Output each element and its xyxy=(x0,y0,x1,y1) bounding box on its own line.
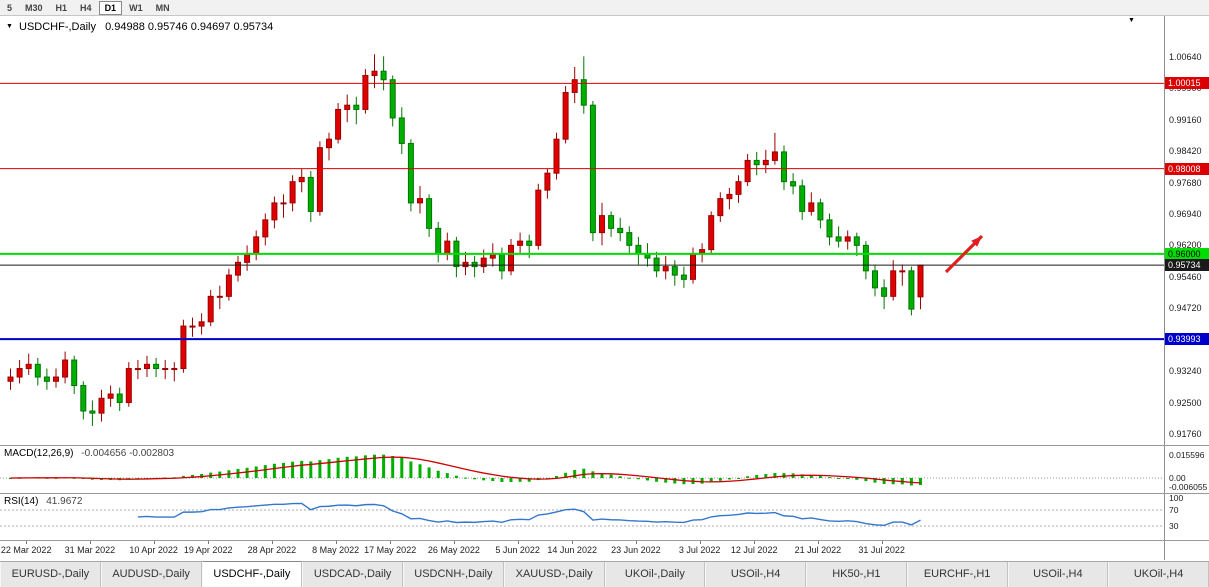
date-axis-tick xyxy=(453,541,455,544)
chart-tab-usdchf-daily[interactable]: USDCHF-,Daily xyxy=(201,561,303,587)
date-axis-label: 26 May 2022 xyxy=(427,545,480,555)
chart-tab-usdcnh-daily[interactable]: USDCNH-,Daily xyxy=(403,562,504,587)
chart-tab-usdcad-daily[interactable]: USDCAD-,Daily xyxy=(302,562,403,587)
panel-divider[interactable] xyxy=(0,445,1209,446)
date-axis-label: 22 Mar 2022 xyxy=(0,545,52,555)
date-axis-tick xyxy=(89,541,91,544)
timeframe-button-m30[interactable]: M30 xyxy=(25,2,43,13)
price-axis-tick: 0.96200 xyxy=(1169,240,1202,251)
panel-divider xyxy=(0,540,1209,541)
date-axis-label: 5 Jun 2022 xyxy=(495,545,540,555)
chart-tab-eurusd-daily[interactable]: EURUSD-,Daily xyxy=(0,562,101,587)
date-axis-tick xyxy=(881,541,883,544)
price-axis-tick: 0.92500 xyxy=(1169,397,1202,408)
price-label-resistance: 1.00015 xyxy=(1165,77,1209,90)
price-label-support: 0.96000 xyxy=(1165,247,1209,260)
date-axis-label: 10 Apr 2022 xyxy=(129,545,178,555)
rsi-axis-tick: 70 xyxy=(1169,505,1179,515)
date-axis-label: 31 Jul 2022 xyxy=(858,545,905,555)
symbol-dropdown-icon: ▼ xyxy=(6,23,13,30)
date-axis-label: 28 Apr 2022 xyxy=(247,545,297,555)
timeframe-button-w1[interactable]: W1 xyxy=(129,2,143,13)
price-chart[interactable] xyxy=(0,16,1164,445)
macd-axis-tick: 0.00 xyxy=(1169,473,1186,483)
price-axis-tick: 0.97680 xyxy=(1169,177,1202,188)
timeframe-button-h1[interactable]: H1 xyxy=(55,2,68,13)
chart-tab-hk50-h1[interactable]: HK50-,H1 xyxy=(806,562,907,587)
chart-tab-bar: EURUSD-,Daily AUDUSD-,Daily USDCHF-,Daily U… xyxy=(0,561,1209,587)
chart-tab-audusd-daily[interactable]: AUDUSD-,Daily xyxy=(100,562,202,587)
date-axis-tick xyxy=(817,541,819,544)
price-label-support: 0.93993 xyxy=(1165,333,1209,346)
date-axis-label: 23 Jun 2022 xyxy=(611,545,661,555)
date-axis-tick xyxy=(26,541,28,544)
timeframe-button-mn[interactable]: MN xyxy=(155,2,170,13)
panel-divider[interactable] xyxy=(0,493,1209,494)
chart-ohlc-values: 0.94988 0.95746 0.94697 0.95734 xyxy=(105,21,274,33)
chart-tab-ukoil-h4[interactable]: UKOil-,H4 xyxy=(1108,562,1209,587)
date-axis-label: 12 Jul 2022 xyxy=(730,545,778,555)
timeframe-button-h4[interactable]: H4 xyxy=(80,2,92,13)
date-axis-label: 3 Jul 2022 xyxy=(678,545,721,555)
date-axis-tick xyxy=(635,541,637,544)
price-axis-tick: 0.91760 xyxy=(1169,428,1202,439)
date-axis-tick xyxy=(699,541,701,544)
chart-tab-eurchf-h1[interactable]: EURCHF-,H1 xyxy=(906,562,1008,587)
date-axis-label: 14 Jun 2022 xyxy=(547,545,597,555)
rsi-axis-tick: 100 xyxy=(1169,493,1184,503)
macd-axis-tick: -0.006055 xyxy=(1169,482,1208,493)
date-axis-tick xyxy=(754,541,756,544)
chart-tab-usoil-h4[interactable]: USOil-,H4 xyxy=(705,562,806,587)
date-axis-tick xyxy=(208,541,210,544)
price-label-current-price: 0.95734 xyxy=(1165,259,1209,272)
price-axis-tick: 0.98420 xyxy=(1169,146,1202,157)
rsi-axis-tick: 30 xyxy=(1169,521,1179,531)
price-axis-tick: 1.00640 xyxy=(1169,51,1202,62)
date-axis-tick xyxy=(153,541,155,544)
chart-tab-usoil-h4[interactable]: USOil-,H4 xyxy=(1007,562,1109,587)
date-axis-label: 31 Mar 2022 xyxy=(64,545,116,555)
price-axis-tick: 0.99160 xyxy=(1169,114,1202,125)
rsi-value: 41.9672 xyxy=(46,496,83,507)
date-axis-tick xyxy=(517,541,519,544)
date-axis-label: 19 Apr 2022 xyxy=(183,545,233,555)
macd-header: MACD(12,26,9) -0.004656 -0.002803 xyxy=(4,448,174,459)
date-axis-tick xyxy=(271,541,273,544)
price-label-resistance: 0.98008 xyxy=(1165,162,1209,175)
macd-values: -0.004656 -0.002803 xyxy=(81,448,175,459)
date-axis-label: 8 May 2022 xyxy=(312,545,360,555)
date-axis-label: 17 May 2022 xyxy=(364,545,417,555)
rsi-header: RSI(14) 41.9672 xyxy=(4,496,82,507)
date-axis-tick xyxy=(335,541,337,544)
macd-axis-tick: 0.015596 xyxy=(1169,449,1205,460)
chart-shift-marker-icon[interactable]: ▼ xyxy=(1128,17,1135,24)
price-axis-tick: 0.95460 xyxy=(1169,271,1202,282)
chart-title: ▼ USDCHF-,Daily 0.94988 0.95746 0.94697 … xyxy=(6,21,273,33)
timeframe-button-d1[interactable]: D1 xyxy=(98,0,123,15)
timeframe-button-5[interactable]: 5 xyxy=(7,2,13,13)
chart-symbol-label: USDCHF-,Daily xyxy=(19,21,96,33)
date-axis-tick xyxy=(390,541,392,544)
date-axis-tick xyxy=(572,541,574,544)
timeframe-toolbar: 5 M30 H1 H4 D1 W1 MN xyxy=(0,0,1209,16)
price-axis-tick: 0.96940 xyxy=(1169,208,1202,219)
date-axis[interactable]: 22 Mar 2022 31 Mar 2022 10 Apr 2022 19 Apr … xyxy=(0,541,1164,561)
rsi-panel[interactable] xyxy=(0,494,1164,540)
chart-tab-ukoil-daily[interactable]: UKOil-,Daily xyxy=(604,562,706,587)
chart-tab-xauusd-daily[interactable]: XAUUSD-,Daily xyxy=(503,562,605,587)
price-axis-tick: 0.93240 xyxy=(1169,366,1202,377)
macd-panel[interactable] xyxy=(0,446,1164,493)
rsi-label: RSI(14) xyxy=(4,496,39,507)
price-axis-tick: 0.94720 xyxy=(1169,303,1202,314)
price-axis[interactable]: 1.00015 0.98008 0.96000 0.95734 0.93993 1.006… xyxy=(1164,16,1209,560)
date-axis-label: 21 Jul 2022 xyxy=(794,545,842,555)
macd-label: MACD(12,26,9) xyxy=(4,448,74,459)
